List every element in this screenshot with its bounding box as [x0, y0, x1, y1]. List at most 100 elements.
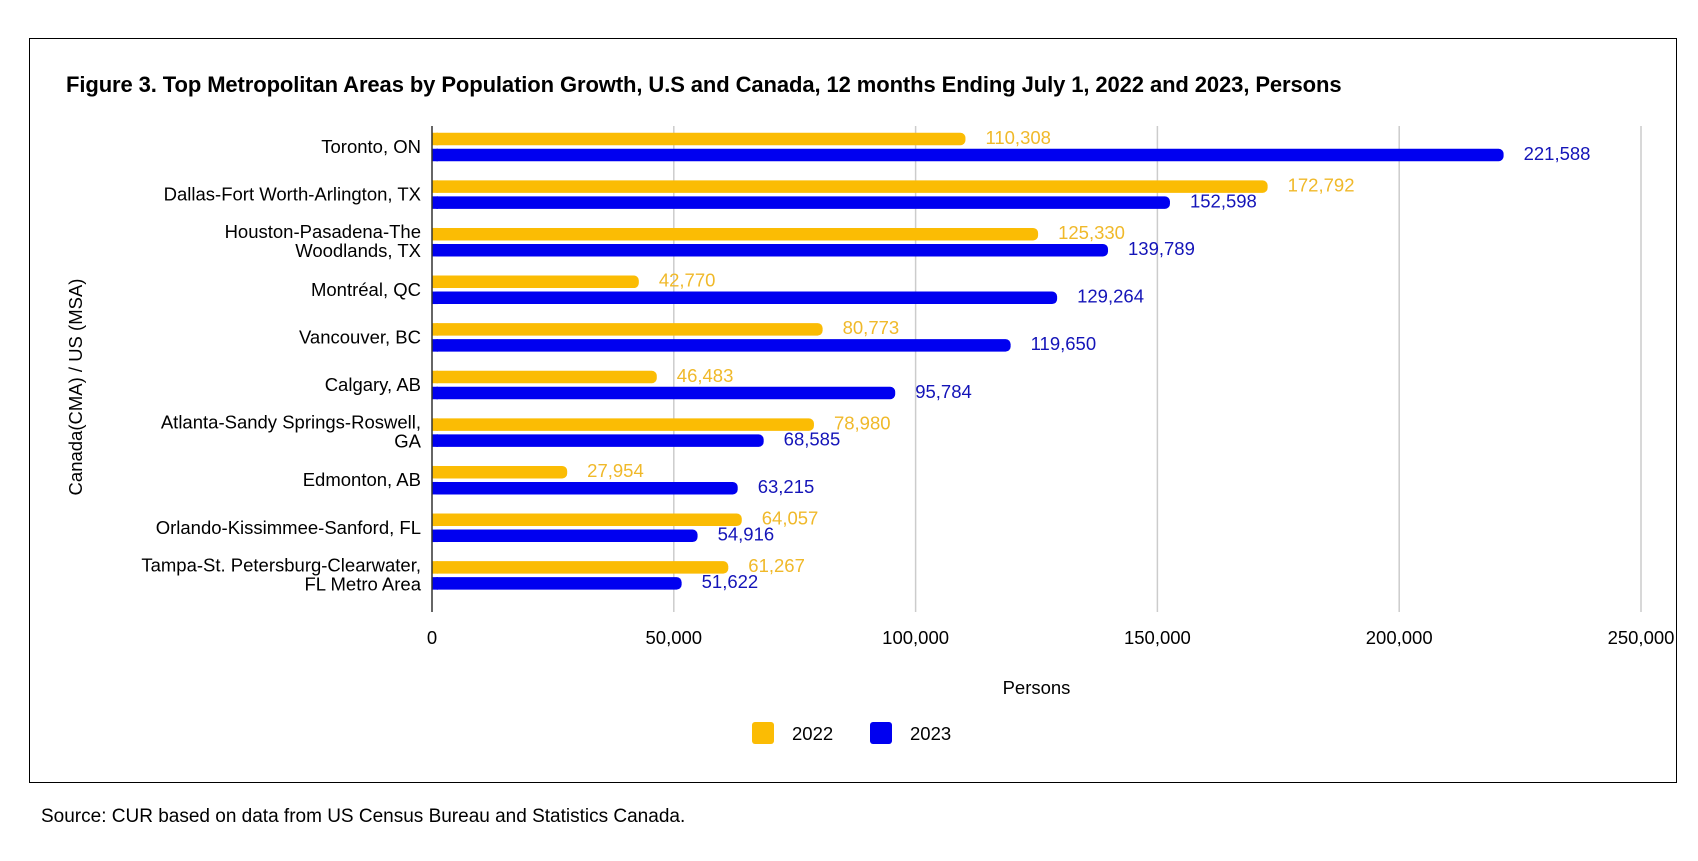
category-label-line: Tampa-St. Petersburg-Clearwater, [141, 554, 421, 575]
category-label: Calgary, AB [325, 374, 421, 395]
category-label-line: Dallas-Fort Worth-Arlington, TX [164, 184, 421, 205]
category-label: Edmonton, AB [303, 469, 421, 490]
chart-title: Figure 3. Top Metropolitan Areas by Popu… [66, 72, 1342, 97]
data-label-2022: 172,792 [1288, 174, 1355, 195]
bar-2023 [432, 291, 1058, 305]
data-label-2023: 68,585 [784, 428, 841, 449]
x-tick-label: 150,000 [1124, 627, 1191, 648]
data-label-2022: 125,330 [1058, 222, 1125, 243]
category-label-line: Vancouver, BC [299, 326, 421, 347]
data-label-2023: 95,784 [915, 381, 972, 402]
bar-2022-base [432, 132, 438, 146]
legend: 2022 2023 [752, 722, 951, 744]
category-label-line: Atlanta-Sandy Springs-Roswell, [161, 412, 421, 433]
bar-2022-base [432, 227, 438, 241]
legend-swatch-2022 [752, 722, 774, 744]
data-label-2022: 61,267 [748, 555, 805, 576]
bar-2022-base [432, 180, 438, 193]
data-label-2022: 110,308 [985, 127, 1051, 148]
data-label-2023: 51,622 [702, 571, 759, 592]
data-label-2023: 119,650 [1031, 333, 1097, 354]
data-label-2023: 129,264 [1077, 286, 1144, 307]
bar-2023-base [432, 196, 438, 209]
bar-2022-base [432, 465, 438, 479]
bar-2023 [432, 481, 738, 495]
bar-2022-base [432, 275, 438, 289]
category-label-line: FL Metro Area [304, 573, 421, 594]
bar-2022 [432, 465, 568, 479]
chart-frame [29, 38, 1677, 783]
bar-2023 [432, 196, 1170, 209]
data-label-2023: 152,598 [1190, 190, 1257, 211]
data-label-2023: 63,215 [758, 476, 815, 497]
category-label: Montréal, QC [311, 279, 421, 300]
legend-label-2022: 2022 [792, 723, 833, 744]
bar-2023 [432, 529, 698, 543]
category-labels: Toronto, ON Dallas-Fort Worth-Arlington, … [141, 136, 421, 594]
y-axis-title: Canada(CMA) / US (MSA) [65, 279, 86, 496]
category-label-line: Toronto, ON [321, 136, 421, 157]
category-label: Tampa-St. Petersburg-Clearwater, FL Metro… [141, 554, 421, 594]
source-note: Source: CUR based on data from US Census… [41, 806, 686, 827]
x-tick-label: 100,000 [882, 627, 949, 648]
bar-2022 [432, 132, 966, 146]
bar-2023 [432, 386, 896, 400]
category-label: Houston-Pasadena-The Woodlands, TX [225, 221, 421, 261]
data-label-2022: 78,980 [834, 412, 891, 433]
category-label-line: Houston-Pasadena-The [225, 221, 421, 242]
data-label-2023: 139,789 [1128, 238, 1195, 259]
legend-label-2023: 2023 [910, 723, 951, 744]
bar-2023-base [432, 291, 438, 305]
bar-2023 [432, 243, 1109, 257]
bar-2022 [432, 561, 729, 574]
category-label-line: Edmonton, AB [303, 469, 421, 490]
bar-2023 [432, 577, 682, 590]
data-label-2022: 42,770 [659, 270, 716, 291]
bar-2023-base [432, 243, 438, 257]
data-label-2022: 46,483 [677, 365, 734, 386]
data-label-2023: 54,916 [718, 524, 775, 545]
bar-2022 [432, 418, 814, 431]
data-label-2022: 27,954 [587, 460, 644, 481]
category-label-line: GA [394, 431, 421, 452]
data-label-2022: 64,057 [762, 508, 819, 529]
x-axis-title: Persons [1003, 677, 1071, 698]
category-label: Atlanta-Sandy Springs-Roswell, GA [161, 412, 422, 452]
category-label-line: Woodlands, TX [295, 240, 421, 261]
bar-2022 [432, 227, 1039, 241]
bar-2022-base [432, 513, 438, 527]
bar-2023-base [432, 434, 438, 447]
x-tick-label: 250,000 [1608, 627, 1675, 648]
bar-2023 [432, 148, 1504, 162]
category-label-line: Calgary, AB [325, 374, 421, 395]
bar-2023-base [432, 481, 438, 495]
bar-2022-base [432, 323, 438, 336]
category-label: Dallas-Fort Worth-Arlington, TX [164, 184, 421, 205]
bar-2022-base [432, 418, 438, 431]
bar-2022-base [432, 561, 438, 574]
bar-2022 [432, 513, 742, 527]
category-label-line: Montréal, QC [311, 279, 421, 300]
x-tick-label: 200,000 [1366, 627, 1433, 648]
x-tick-labels: 0 50,000 100,000 150,000 200,000 250,000 [427, 627, 1675, 648]
bar-2022 [432, 275, 639, 289]
bar-2023-base [432, 339, 438, 352]
bar-2022 [432, 323, 823, 336]
bar-2023-base [432, 148, 438, 162]
bar-2022 [432, 370, 657, 384]
bar-2023 [432, 339, 1011, 352]
bar-2023-base [432, 577, 438, 590]
bar-2022 [432, 180, 1268, 193]
bar-2023-base [432, 529, 438, 543]
category-label: Toronto, ON [321, 136, 421, 157]
bar-2023-base [432, 386, 438, 400]
category-label: Vancouver, BC [299, 326, 421, 347]
x-tick-label: 50,000 [646, 627, 703, 648]
x-tick-label: 0 [427, 627, 437, 648]
bars [432, 132, 1504, 590]
category-label-line: Orlando-Kissimmee-Sanford, FL [156, 517, 421, 538]
legend-swatch-2023 [870, 722, 892, 744]
data-labels: 110,308 221,588 172,792 152,598 125,330139,7… [587, 127, 1590, 592]
category-label: Orlando-Kissimmee-Sanford, FL [156, 517, 421, 538]
